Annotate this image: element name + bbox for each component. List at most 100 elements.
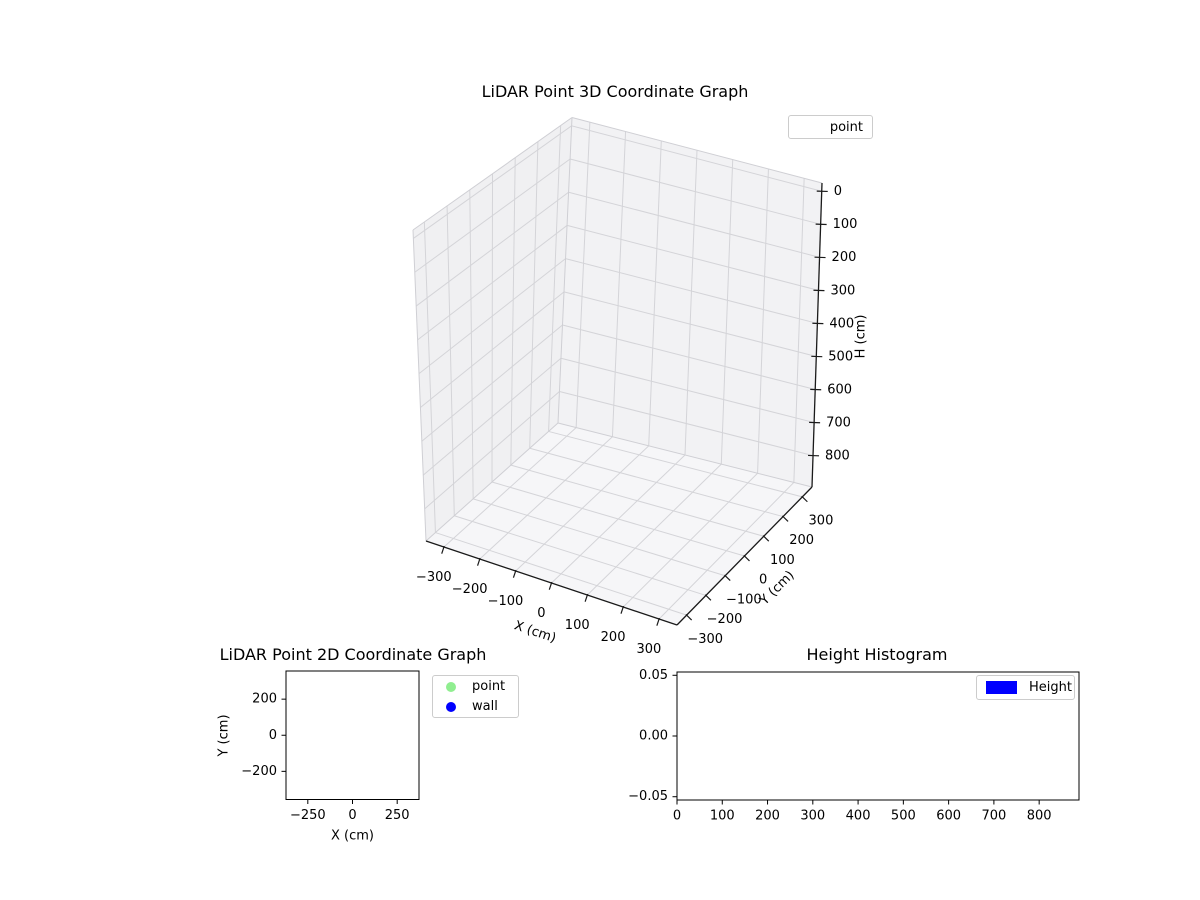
x-tick-label-3d: 100 [565,618,590,633]
x-tick-3d [512,569,517,578]
grid-line-x-wall [611,131,627,437]
grid-line-z-right [559,390,814,457]
grid-line-z-right [571,125,822,192]
y-tick-3d [743,554,750,562]
box-edge [557,117,573,424]
grid-line-y-wall [491,173,493,483]
y-tick-3d [685,614,693,621]
grid-line-y-wall [446,205,455,516]
grid-line-x-floor [622,472,758,608]
plot2d-legend: point wall [432,675,519,718]
x-tick-label-2d: −250 [290,808,326,823]
grid-line-x-floor [587,463,722,596]
box-edge [425,422,559,542]
histogram-legend-label-height: Height [1029,680,1072,695]
x-tick-label-hist: 200 [755,809,780,824]
x-tick-3d [476,557,481,566]
grid-line-z-right [563,291,817,357]
y-tick-label-2d: 0 [269,728,277,743]
grid-line-z-right [562,324,816,391]
x-tick-label-hist: 300 [800,809,825,824]
plot2d-title: LiDAR Point 2D Coordinate Graph [219,645,487,664]
y-tick-label-3d: −200 [707,612,743,627]
box-edge [412,117,573,231]
box-edge [571,117,823,184]
grid-line-z-right [568,191,820,258]
grid-line-x-floor [658,482,795,620]
y-tick-label-3d: 0 [759,573,767,588]
plot3d-legend-label-point: point [829,119,863,135]
y-tick-label-2d: −200 [241,764,277,779]
grid-line-z-left [421,324,563,442]
grid-line-y-wall [469,189,474,499]
grid-line-x-floor [443,427,577,548]
y-tick-3d [781,515,789,522]
z-tick-label-3d: 400 [829,316,854,331]
x-tick-label-3d: 0 [537,606,545,621]
x-tick-label-3d: −200 [452,582,488,597]
z-tick-label-3d: 100 [833,217,858,232]
box-edge [557,422,813,488]
plot2d-legend-item-point: point [433,678,518,695]
x-tick-label-3d: 200 [601,630,626,645]
y-tick-label-3d: 300 [809,514,834,529]
grid-line-z-left [415,191,569,307]
z-tick-label-3d: 700 [826,415,851,430]
y-tick-label-hist: 0.00 [639,729,668,744]
y-tick-label-3d: 100 [770,553,795,568]
x-axis-label-3d: X (cm) [512,618,558,646]
y-tick-label-hist: −0.05 [628,789,668,804]
y-tick-label-3d: 200 [789,533,814,548]
grid-line-z-left [417,225,568,341]
z-tick-label-3d: 200 [832,250,857,265]
x-tick-label-2d: 250 [385,808,410,823]
grid-line-z-left [422,357,562,476]
histogram-legend: Height [976,675,1075,700]
z-tick-label-3d: 600 [827,382,852,397]
pane-floor [426,423,812,625]
x-tick-label-hist: 100 [710,809,735,824]
y-tick-3d [724,574,731,582]
x-tick-label-2d: 0 [348,808,356,823]
grid-line-z-left [424,391,560,510]
x-tick-3d [620,605,625,614]
grid-line-z-left [420,291,565,408]
x-tick-label-3d: 300 [637,642,662,657]
grid-line-y-wall [423,221,436,533]
plot3d-title: LiDAR Point 3D Coordinate Graph [481,82,749,101]
y-tick-3d [762,535,770,542]
wall-marker-swatch [446,701,456,712]
x-tick-3d [656,617,660,626]
axes-frame-2d [285,670,420,800]
grid-line-z-right [566,224,819,291]
y-tick-label-2d: 200 [252,692,277,707]
y-tick-label-3d: −100 [726,592,762,607]
grid-line-z-left [418,258,566,375]
x-axis-label-2d: X (cm) [331,829,374,844]
grid-line-x-wall [757,168,769,474]
x-tick-label-hist: 700 [981,809,1006,824]
grid-line-z-left [414,158,571,273]
x-tick-label-hist: 800 [1027,809,1052,824]
height-bar-swatch [986,681,1017,694]
grid-line-z-right [560,357,815,424]
grid-line-x-floor [551,454,686,584]
z-tick-label-3d: 800 [825,449,850,464]
plot2d-legend-label-wall: wall [472,699,498,714]
x-tick-3d [584,593,589,602]
grid-line-x-wall [575,122,591,428]
grid-line-x-wall [720,159,734,465]
grid-line-z-left [413,125,572,239]
histogram-title: Height Histogram [806,645,948,664]
z-tick-label-3d: 500 [828,349,853,364]
z-axis-label-3d: H (cm) [853,315,868,359]
z-tick-label-3d: 300 [830,283,855,298]
grid-line-x-floor [515,445,650,572]
point-marker-swatch [446,681,456,692]
y-tick-3d [801,495,808,503]
box-edge [412,229,427,542]
x-tick-label-hist: 600 [936,809,961,824]
y-tick-label-3d: −300 [687,632,723,647]
